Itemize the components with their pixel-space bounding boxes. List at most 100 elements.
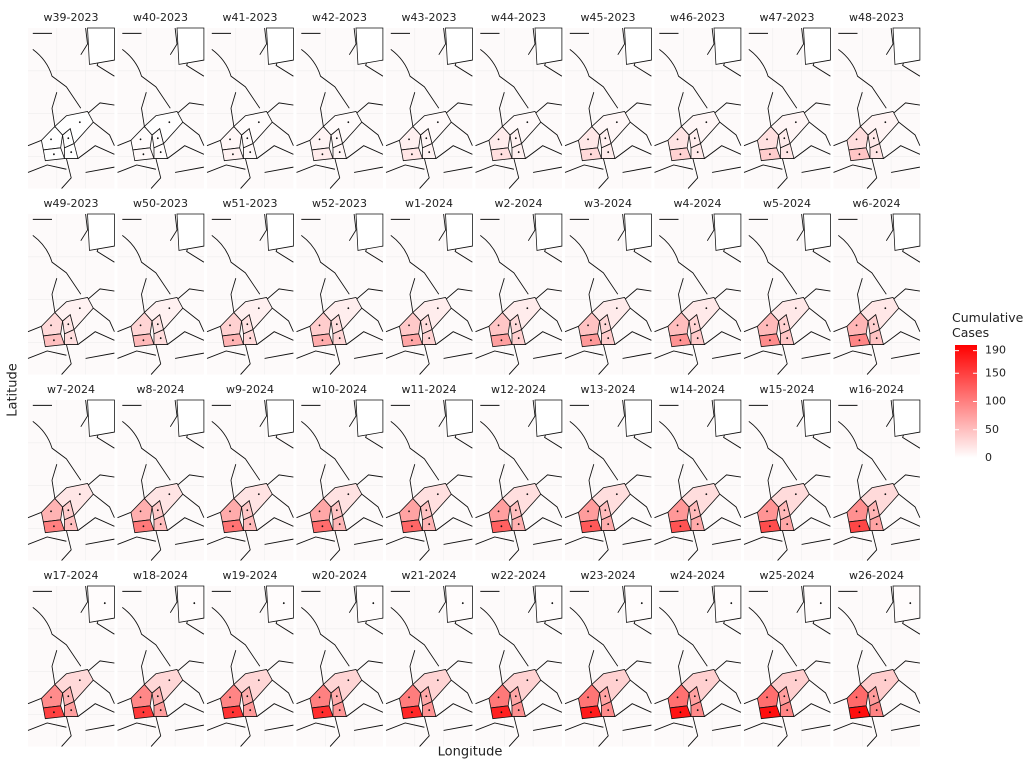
region xyxy=(780,700,795,717)
boundary xyxy=(27,399,115,561)
region xyxy=(488,683,511,709)
centroid-dot xyxy=(78,307,81,310)
region xyxy=(846,497,869,523)
centroid-dot xyxy=(909,602,912,605)
region xyxy=(41,683,63,709)
facet-title: w5-2024 xyxy=(763,197,811,210)
region xyxy=(892,585,921,623)
centroid-dot xyxy=(246,137,249,140)
region xyxy=(412,110,452,145)
centroid-dot xyxy=(872,137,875,140)
region xyxy=(624,27,652,65)
region xyxy=(322,110,363,145)
centroid-dot xyxy=(436,121,439,124)
facet-panel xyxy=(206,399,294,561)
region xyxy=(601,328,616,345)
centroid-dot xyxy=(168,679,171,682)
region xyxy=(892,213,921,251)
centroid-dot xyxy=(696,709,699,712)
centroid-dot xyxy=(769,339,771,342)
region xyxy=(233,482,273,517)
centroid-dot xyxy=(517,709,520,712)
boundary xyxy=(743,585,831,747)
facet-title: w44-2023 xyxy=(491,11,546,24)
facet-panel xyxy=(564,213,652,375)
facet-title: w51-2023 xyxy=(223,197,278,210)
region xyxy=(176,585,205,623)
facet-title: w19-2024 xyxy=(223,569,278,582)
centroid-dot xyxy=(676,510,679,513)
region xyxy=(87,213,115,251)
facet-title: w4-2024 xyxy=(674,197,722,210)
region xyxy=(309,311,332,337)
region xyxy=(591,482,631,517)
centroid-dot xyxy=(875,337,878,340)
facet-panel xyxy=(475,213,563,375)
centroid-dot xyxy=(139,324,142,327)
centroid-dot xyxy=(517,337,520,340)
facet-title: w24-2024 xyxy=(670,569,725,582)
centroid-dot xyxy=(786,337,789,340)
facet-title: w48-2023 xyxy=(849,11,904,24)
region xyxy=(54,482,94,517)
region xyxy=(322,482,363,517)
centroid-dot xyxy=(526,307,529,310)
centroid-dot xyxy=(461,602,464,605)
centroid-dot xyxy=(705,679,708,682)
region xyxy=(220,683,242,709)
facet-panel xyxy=(385,585,473,747)
centroid-dot xyxy=(604,509,607,512)
centroid-dot xyxy=(766,138,768,141)
centroid-dot xyxy=(500,525,503,528)
facet-title: w15-2024 xyxy=(760,383,815,396)
region xyxy=(143,482,184,517)
boundary xyxy=(475,27,563,189)
region xyxy=(501,296,542,331)
centroid-dot xyxy=(168,307,171,310)
region xyxy=(445,585,473,623)
centroid-dot xyxy=(783,695,786,698)
region xyxy=(667,125,690,151)
region xyxy=(332,142,347,159)
region xyxy=(54,296,94,331)
facet-title: w52-2023 xyxy=(312,197,367,210)
region xyxy=(757,683,779,709)
centroid-dot xyxy=(321,153,324,156)
facet-panel xyxy=(833,585,921,747)
centroid-dot xyxy=(615,679,618,682)
centroid-dot xyxy=(321,525,324,528)
region xyxy=(243,328,258,345)
region xyxy=(690,514,705,531)
centroid-dot xyxy=(884,679,887,682)
region xyxy=(64,142,79,159)
boundary xyxy=(117,27,205,189)
region xyxy=(332,328,347,345)
region xyxy=(624,585,652,623)
centroid-dot xyxy=(347,679,350,682)
centroid-dot xyxy=(156,323,159,326)
region xyxy=(143,296,184,331)
centroid-dot xyxy=(232,153,234,156)
centroid-dot xyxy=(232,711,234,714)
centroid-dot xyxy=(794,121,797,124)
colorbar xyxy=(955,345,977,458)
boundary xyxy=(206,27,294,189)
region xyxy=(780,514,795,531)
facet-panel xyxy=(743,27,831,189)
facet-title: w20-2024 xyxy=(312,569,367,582)
region xyxy=(220,311,242,337)
region xyxy=(41,311,63,337)
centroid-dot xyxy=(335,137,338,140)
facet-panel xyxy=(206,27,294,189)
region xyxy=(153,328,168,345)
centroid-dot xyxy=(159,151,162,154)
centroid-dot xyxy=(769,525,771,528)
facet-panel xyxy=(117,213,205,375)
facet-panel xyxy=(296,585,384,747)
centroid-dot xyxy=(425,695,428,698)
boundary xyxy=(654,399,742,561)
boundary xyxy=(564,213,652,375)
region xyxy=(399,683,421,709)
region xyxy=(309,683,332,709)
